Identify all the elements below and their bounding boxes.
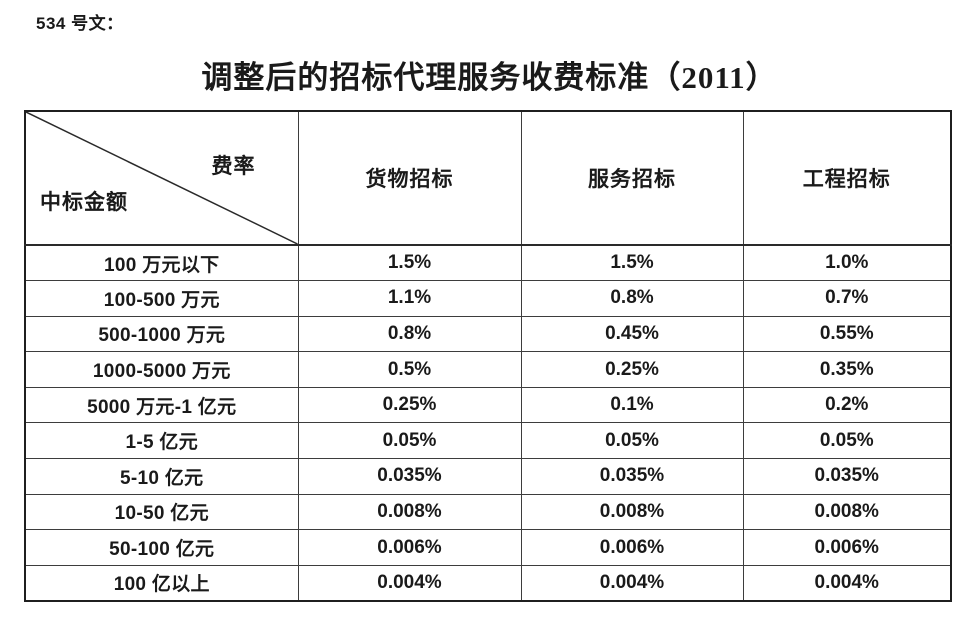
table-row: 100 亿以上 0.004% 0.004% 0.004% bbox=[24, 564, 952, 602]
table-row: 5-10 亿元 0.035% 0.035% 0.035% bbox=[24, 458, 952, 495]
rate-cell: 0.006% bbox=[742, 529, 952, 566]
amount-cell: 50-100 亿元 bbox=[24, 529, 299, 566]
rate-cell: 0.25% bbox=[297, 386, 522, 424]
doc-number: 534 号文： bbox=[36, 14, 124, 33]
rate-cell: 0.05% bbox=[742, 422, 952, 460]
rate-cell: 0.035% bbox=[297, 458, 522, 495]
column-header-engineering: 工程招标 bbox=[742, 110, 952, 246]
page-title: 调整后的招标代理服务收费标准（2011） bbox=[201, 60, 778, 95]
rate-cell: 0.05% bbox=[297, 422, 522, 460]
rate-cell: 0.8% bbox=[297, 315, 522, 353]
rate-cell: 0.008% bbox=[520, 493, 744, 531]
rate-cell: 0.006% bbox=[520, 529, 744, 566]
rate-cell: 0.05% bbox=[520, 422, 744, 460]
amount-cell: 500-1000 万元 bbox=[24, 315, 299, 353]
rate-cell: 0.8% bbox=[520, 280, 744, 317]
rate-cell: 0.006% bbox=[297, 529, 522, 566]
rate-cell: 0.008% bbox=[742, 493, 952, 531]
rate-cell: 1.5% bbox=[520, 244, 744, 282]
amount-cell: 5-10 亿元 bbox=[24, 458, 299, 495]
amount-cell: 10-50 亿元 bbox=[24, 493, 299, 531]
amount-cell: 100-500 万元 bbox=[24, 280, 299, 317]
table-row: 50-100 亿元 0.006% 0.006% 0.006% bbox=[24, 529, 952, 566]
rate-cell: 1.0% bbox=[742, 244, 952, 282]
rate-cell: 0.008% bbox=[297, 493, 522, 531]
rate-cell: 0.55% bbox=[742, 315, 952, 353]
table-row: 500-1000 万元 0.8% 0.45% 0.55% bbox=[24, 315, 952, 353]
rate-cell: 0.004% bbox=[297, 564, 522, 602]
rate-cell: 0.035% bbox=[742, 458, 952, 495]
column-header-service: 服务招标 bbox=[520, 110, 744, 246]
table-row: 100 万元以下 1.5% 1.5% 1.0% bbox=[24, 244, 952, 282]
rate-cell: 0.45% bbox=[520, 315, 744, 353]
rate-cell: 0.2% bbox=[742, 386, 952, 424]
corner-header-cell: 费率 中标金额 bbox=[24, 110, 299, 246]
amount-cell: 1-5 亿元 bbox=[24, 422, 299, 460]
table-row: 100-500 万元 1.1% 0.8% 0.7% bbox=[24, 280, 952, 317]
rate-cell: 0.5% bbox=[297, 351, 522, 388]
rate-cell: 0.1% bbox=[520, 386, 744, 424]
rate-cell: 1.1% bbox=[297, 280, 522, 317]
rate-cell: 1.5% bbox=[297, 244, 522, 282]
amount-cell: 1000-5000 万元 bbox=[24, 351, 299, 388]
table-row: 1000-5000 万元 0.5% 0.25% 0.35% bbox=[24, 351, 952, 388]
table-header-row: 费率 中标金额 货物招标 服务招标 工程招标 bbox=[24, 110, 952, 246]
amount-cell: 100 亿以上 bbox=[24, 564, 299, 602]
rate-cell: 0.35% bbox=[742, 351, 952, 388]
column-header-goods: 货物招标 bbox=[297, 110, 522, 246]
amount-cell: 100 万元以下 bbox=[24, 244, 299, 282]
rate-cell: 0.25% bbox=[520, 351, 744, 388]
corner-label-amount: 中标金额 bbox=[40, 190, 128, 214]
table-row: 1-5 亿元 0.05% 0.05% 0.05% bbox=[24, 422, 952, 460]
rate-cell: 0.004% bbox=[742, 564, 952, 602]
fee-rate-table: 费率 中标金额 货物招标 服务招标 工程招标 100 万元以下 1.5% 1.5… bbox=[24, 110, 952, 602]
amount-cell: 5000 万元-1 亿元 bbox=[24, 386, 299, 424]
corner-label-rate: 费率 bbox=[211, 154, 256, 178]
diagonal-divider-line bbox=[26, 112, 298, 244]
table-row: 10-50 亿元 0.008% 0.008% 0.008% bbox=[24, 493, 952, 531]
rate-cell: 0.004% bbox=[520, 564, 744, 602]
rate-cell: 0.7% bbox=[742, 280, 952, 317]
rate-cell: 0.035% bbox=[520, 458, 744, 495]
table-row: 5000 万元-1 亿元 0.25% 0.1% 0.2% bbox=[24, 386, 952, 424]
